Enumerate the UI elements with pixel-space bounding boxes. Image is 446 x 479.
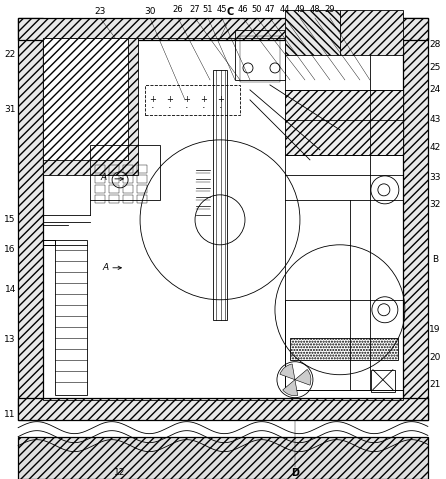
- Text: 26: 26: [173, 5, 183, 14]
- Text: 48: 48: [310, 5, 320, 14]
- Bar: [43, 38, 128, 160]
- Text: +: +: [201, 95, 207, 104]
- Bar: [43, 38, 403, 399]
- Text: ·: ·: [168, 103, 172, 113]
- Bar: [43, 38, 138, 175]
- Text: 22: 22: [4, 50, 16, 59]
- Bar: [137, 185, 147, 193]
- Bar: [123, 175, 133, 183]
- Bar: [109, 195, 119, 203]
- Bar: [285, 90, 403, 155]
- Text: 19: 19: [429, 325, 441, 334]
- Bar: [95, 165, 105, 173]
- Bar: [123, 185, 133, 193]
- Text: 25: 25: [429, 63, 441, 72]
- Text: D: D: [291, 468, 299, 478]
- Bar: [18, 398, 428, 420]
- Bar: [95, 175, 105, 183]
- Wedge shape: [280, 364, 295, 380]
- Text: 21: 21: [429, 380, 441, 389]
- Text: A: A: [100, 173, 106, 182]
- Text: +: +: [167, 95, 173, 104]
- Text: ·: ·: [202, 103, 206, 113]
- Text: 30: 30: [145, 8, 156, 16]
- Bar: [95, 195, 105, 203]
- Text: 29: 29: [325, 5, 335, 14]
- Bar: [109, 175, 119, 183]
- Bar: [43, 240, 55, 245]
- Bar: [285, 38, 403, 390]
- Bar: [18, 18, 428, 40]
- Text: 14: 14: [4, 285, 16, 294]
- Bar: [137, 175, 147, 183]
- Bar: [235, 30, 285, 80]
- Text: 15: 15: [4, 216, 16, 224]
- Bar: [403, 18, 428, 420]
- Text: 11: 11: [4, 410, 16, 419]
- Text: 33: 33: [429, 173, 441, 182]
- Text: 46: 46: [238, 5, 248, 14]
- Text: 28: 28: [429, 40, 441, 49]
- Bar: [285, 10, 340, 55]
- Bar: [109, 185, 119, 193]
- Text: 13: 13: [4, 335, 16, 344]
- Text: C: C: [227, 7, 234, 17]
- Bar: [18, 18, 43, 420]
- Text: 31: 31: [4, 105, 16, 114]
- Wedge shape: [283, 380, 298, 396]
- Bar: [123, 195, 133, 203]
- Bar: [55, 240, 87, 395]
- Text: 32: 32: [429, 200, 441, 209]
- Wedge shape: [295, 369, 311, 385]
- Text: 47: 47: [264, 5, 275, 14]
- Text: ·: ·: [151, 103, 155, 113]
- Text: +: +: [149, 95, 157, 104]
- Text: 43: 43: [429, 115, 441, 125]
- Bar: [18, 437, 428, 479]
- Text: 49: 49: [295, 5, 305, 14]
- Bar: [240, 36, 280, 82]
- Text: ·: ·: [185, 103, 189, 113]
- Text: 50: 50: [252, 5, 262, 14]
- Text: 16: 16: [4, 245, 16, 254]
- Text: 45: 45: [217, 5, 227, 14]
- Bar: [145, 85, 240, 115]
- Text: B: B: [432, 255, 438, 264]
- Text: 23: 23: [95, 8, 106, 16]
- Text: ·: ·: [219, 103, 223, 113]
- Bar: [109, 165, 119, 173]
- Text: 12: 12: [114, 468, 126, 477]
- Text: 27: 27: [190, 5, 200, 14]
- Bar: [340, 10, 403, 55]
- Bar: [290, 338, 398, 360]
- Text: 20: 20: [429, 353, 441, 362]
- Bar: [137, 165, 147, 173]
- Bar: [90, 145, 160, 200]
- Text: +: +: [184, 95, 190, 104]
- Bar: [213, 70, 227, 320]
- Bar: [371, 370, 395, 392]
- Text: +: +: [218, 95, 224, 104]
- Text: 24: 24: [429, 85, 441, 94]
- Bar: [137, 195, 147, 203]
- Bar: [95, 185, 105, 193]
- Text: 51: 51: [203, 5, 213, 14]
- Bar: [285, 300, 403, 390]
- Text: 44: 44: [280, 5, 290, 14]
- Bar: [123, 165, 133, 173]
- Text: 42: 42: [429, 143, 441, 152]
- Text: A: A: [102, 263, 108, 272]
